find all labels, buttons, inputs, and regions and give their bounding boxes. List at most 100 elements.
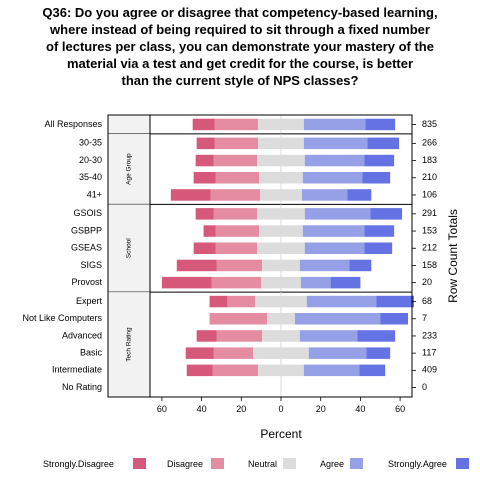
agree-bar [300, 276, 331, 289]
neutral-bar [261, 276, 301, 289]
row-label: Intermediate [52, 365, 102, 375]
strongly-agree-bar [370, 208, 403, 220]
row-label: No Rating [62, 382, 102, 392]
disagree-bar [209, 313, 268, 325]
strongly-disagree-bar [185, 347, 214, 359]
agree-bar [304, 208, 371, 220]
neutral-bar [267, 313, 295, 325]
neutral-bar [257, 154, 305, 167]
legend-disagree-label: Disagree [167, 459, 203, 469]
strongly-disagree-bar [195, 208, 214, 220]
x-tick-label: 40 [355, 404, 365, 414]
legend-neutral-label: Neutral [248, 459, 277, 469]
disagree-bar [213, 347, 254, 359]
chart-title-line: where instead of being required to sit t… [50, 22, 430, 37]
strongly-agree-bar [357, 330, 396, 342]
neutral-bar [258, 364, 304, 377]
disagree-bar [215, 242, 258, 254]
panel-strip [108, 292, 150, 397]
x-axis-label: Percent [260, 427, 302, 441]
strongly-agree-bar [349, 259, 372, 272]
disagree-bar [213, 208, 258, 220]
strongly-disagree-bar [170, 189, 211, 201]
legend-strongly-disagree-label: Strongly.Disagree [43, 459, 114, 469]
neutral-bar [259, 225, 303, 237]
row-label: GSBPP [71, 225, 102, 235]
agree-bar [301, 189, 348, 201]
strongly-agree-bar [365, 118, 396, 131]
row-total: 835 [422, 119, 437, 129]
row-total: 20 [422, 277, 432, 287]
row-label: 20-30 [79, 155, 102, 165]
neutral-bar [258, 137, 304, 150]
neutral-bar [255, 295, 307, 308]
neutral-bar [259, 172, 303, 184]
agree-bar [303, 364, 360, 377]
strongly-agree-bar [364, 225, 395, 237]
strongly-agree-bar [347, 189, 372, 201]
row-label: Basic [80, 348, 103, 358]
disagree-bar [212, 364, 259, 377]
strongly-agree-bar [330, 276, 361, 289]
disagree-bar [215, 172, 260, 184]
x-tick-label: 0 [278, 404, 283, 414]
strongly-disagree-bar [196, 330, 217, 342]
legend-agree-label: Agree [320, 459, 344, 469]
row-total: 106 [422, 189, 437, 199]
row-label: GSOIS [73, 208, 102, 218]
chart-title: Q36: Do you agree or disagree that compe… [8, 4, 472, 89]
row-total: 212 [422, 243, 437, 253]
row-total: 266 [422, 138, 437, 148]
panel-strip-label: School [126, 238, 133, 258]
strongly-disagree-bar [186, 364, 213, 377]
agree-bar [304, 242, 365, 254]
row-label: 35-40 [79, 172, 102, 182]
strongly-agree-bar [359, 364, 386, 377]
row-label: 41+ [87, 189, 102, 199]
row-total: 0 [422, 382, 427, 392]
x-tick-label: 60 [157, 404, 167, 414]
row-total: 158 [422, 260, 437, 270]
neutral-bar [262, 259, 300, 272]
agree-bar [299, 330, 358, 342]
neutral-bar [262, 330, 300, 342]
row-total: 183 [422, 155, 437, 165]
strongly-disagree-bar [161, 276, 212, 289]
legend-neutral-swatch [283, 458, 296, 469]
strongly-agree-bar [364, 154, 395, 167]
disagree-bar [211, 276, 262, 289]
legend-strongly-disagree-swatch [133, 458, 146, 469]
row-label: GSEAS [71, 243, 102, 253]
neutral-bar [257, 242, 305, 254]
disagree-bar [215, 225, 260, 237]
strongly-disagree-bar [193, 242, 216, 254]
disagree-bar [210, 189, 261, 201]
strongly-disagree-bar [203, 225, 216, 237]
panel-strip-label: Age Group [126, 153, 133, 185]
row-label: 30-35 [79, 138, 102, 148]
strongly-disagree-bar [196, 137, 215, 150]
agree-bar [303, 137, 368, 150]
panel-strip-label: Tech Rating [126, 327, 133, 362]
panel-strip [108, 204, 150, 293]
row-label: SIGS [80, 260, 102, 270]
neutral-bar [260, 189, 302, 201]
strongly-disagree-bar [192, 118, 215, 131]
plot-frame [107, 114, 413, 398]
agree-bar [303, 118, 366, 131]
legend-strongly-agree-label: Strongly.Agree [388, 459, 447, 469]
row-label: All Responses [44, 119, 102, 129]
row-total: 409 [422, 365, 437, 375]
row-total: 210 [422, 172, 437, 182]
chart-title-line: of lectures per class, you can demonstra… [46, 39, 434, 54]
x-tick-label: 60 [395, 404, 405, 414]
agree-bar [302, 225, 365, 237]
x-tick-label: 20 [236, 404, 246, 414]
strongly-disagree-bar [193, 172, 216, 184]
strongly-disagree-bar [195, 154, 214, 167]
row-total: 291 [422, 208, 437, 218]
agree-bar [304, 154, 365, 167]
strongly-agree-bar [362, 172, 391, 184]
row-label: Not Like Computers [22, 313, 102, 323]
